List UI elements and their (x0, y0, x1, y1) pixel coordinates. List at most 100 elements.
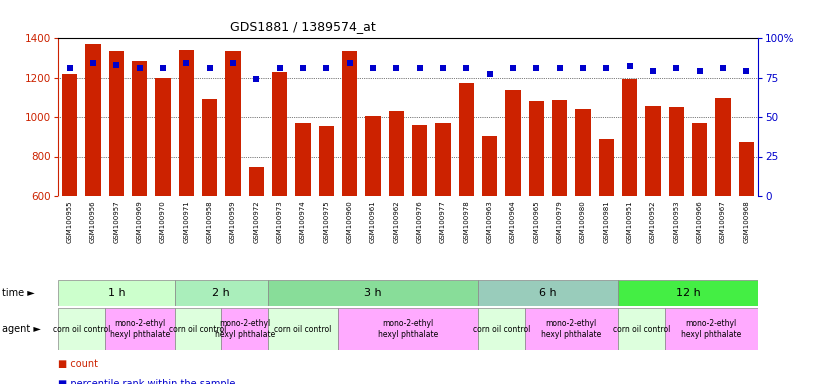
Bar (175, 280, 268, 306)
Point (646, 68, 659, 74)
Bar (109, 51, 124, 196)
Text: GSM100955: GSM100955 (67, 200, 73, 243)
Text: GSM100965: GSM100965 (534, 200, 539, 243)
Bar (525, 308, 618, 350)
Bar (669, 107, 684, 196)
Point (600, 65, 613, 71)
Bar (221, 308, 268, 350)
Text: mono-2-ethyl
hexyl phthalate: mono-2-ethyl hexyl phthalate (378, 319, 438, 339)
Text: GSM100975: GSM100975 (323, 200, 330, 243)
Bar (338, 308, 478, 350)
Point (716, 65, 730, 71)
Point (459, 65, 472, 71)
Point (553, 65, 566, 71)
Text: GSM100964: GSM100964 (510, 200, 516, 243)
Bar (529, 101, 544, 196)
Bar (645, 106, 661, 196)
Point (273, 65, 286, 71)
Bar (482, 136, 497, 196)
Bar (716, 98, 730, 196)
Point (86, 60, 100, 66)
Bar (599, 139, 614, 196)
Text: mono-2-ethyl
hexyl phthalate: mono-2-ethyl hexyl phthalate (541, 319, 601, 339)
Text: agent ►: agent ► (2, 324, 41, 334)
Text: GSM100966: GSM100966 (697, 200, 703, 243)
Bar (459, 83, 474, 196)
Text: GSM100952: GSM100952 (650, 200, 656, 243)
Text: GSM100972: GSM100972 (253, 200, 259, 243)
Text: GSM100960: GSM100960 (347, 200, 353, 243)
Point (250, 76, 263, 82)
Bar (738, 142, 754, 196)
Text: 6 h: 6 h (539, 288, 557, 298)
Bar (478, 308, 525, 350)
Point (740, 68, 753, 74)
Text: GSM100981: GSM100981 (603, 200, 610, 243)
Text: GSM100977: GSM100977 (440, 200, 446, 243)
Text: GSM100980: GSM100980 (580, 200, 586, 243)
Bar (272, 71, 287, 196)
Text: mono-2-ethyl
hexyl phthalate: mono-2-ethyl hexyl phthalate (215, 319, 275, 339)
Point (413, 65, 426, 71)
Bar (342, 51, 357, 196)
Bar (175, 308, 221, 350)
Point (296, 65, 309, 71)
Text: ■ count: ■ count (58, 359, 98, 369)
Bar (436, 123, 450, 196)
Text: mono-2-ethyl
hexyl phthalate: mono-2-ethyl hexyl phthalate (109, 319, 170, 339)
Text: corn oil control: corn oil control (613, 324, 670, 333)
Text: GSM100978: GSM100978 (463, 200, 469, 243)
Bar (388, 111, 404, 196)
Bar (412, 125, 428, 196)
Text: corn oil control: corn oil control (274, 324, 331, 333)
Point (157, 65, 170, 71)
Text: GSM100969: GSM100969 (136, 200, 143, 243)
Point (390, 65, 403, 71)
Bar (295, 123, 311, 196)
Bar (665, 308, 758, 350)
Point (320, 65, 333, 71)
Bar (202, 99, 217, 196)
Text: GSM100956: GSM100956 (90, 200, 96, 243)
Bar (268, 280, 478, 306)
Bar (575, 109, 591, 196)
Point (530, 65, 543, 71)
Point (366, 65, 379, 71)
Bar (249, 167, 264, 196)
Text: corn oil control: corn oil control (53, 324, 110, 333)
Point (227, 60, 240, 66)
Text: GSM100953: GSM100953 (673, 200, 680, 243)
Text: 1 h: 1 h (108, 288, 125, 298)
Bar (319, 126, 334, 196)
Text: GSM100971: GSM100971 (184, 200, 189, 243)
Text: mono-2-ethyl
hexyl phthalate: mono-2-ethyl hexyl phthalate (681, 319, 742, 339)
Bar (505, 90, 521, 196)
Text: corn oil control: corn oil control (169, 324, 227, 333)
Bar (104, 308, 175, 350)
Bar (179, 50, 194, 196)
Bar (478, 280, 618, 306)
Bar (58, 308, 104, 350)
Text: GSM100976: GSM100976 (417, 200, 423, 243)
Point (670, 65, 683, 71)
Text: GSM100957: GSM100957 (113, 200, 119, 243)
Point (110, 62, 123, 68)
Text: GSM100970: GSM100970 (160, 200, 166, 243)
Point (623, 63, 636, 70)
Bar (692, 123, 707, 196)
Text: 3 h: 3 h (364, 288, 382, 298)
Text: GSM100974: GSM100974 (300, 200, 306, 243)
Text: corn oil control: corn oil control (472, 324, 530, 333)
Text: GDS1881 / 1389574_at: GDS1881 / 1389574_at (230, 20, 376, 33)
Text: GSM100958: GSM100958 (206, 200, 213, 243)
Text: 2 h: 2 h (212, 288, 230, 298)
Text: GSM100968: GSM100968 (743, 200, 749, 243)
Point (344, 60, 357, 66)
Text: ■ percentile rank within the sample: ■ percentile rank within the sample (58, 379, 235, 384)
Point (576, 65, 589, 71)
Text: GSM100967: GSM100967 (720, 200, 726, 243)
Bar (618, 308, 665, 350)
Text: GSM100962: GSM100962 (393, 200, 399, 243)
Text: 12 h: 12 h (676, 288, 700, 298)
Text: GSM100951: GSM100951 (627, 200, 632, 243)
